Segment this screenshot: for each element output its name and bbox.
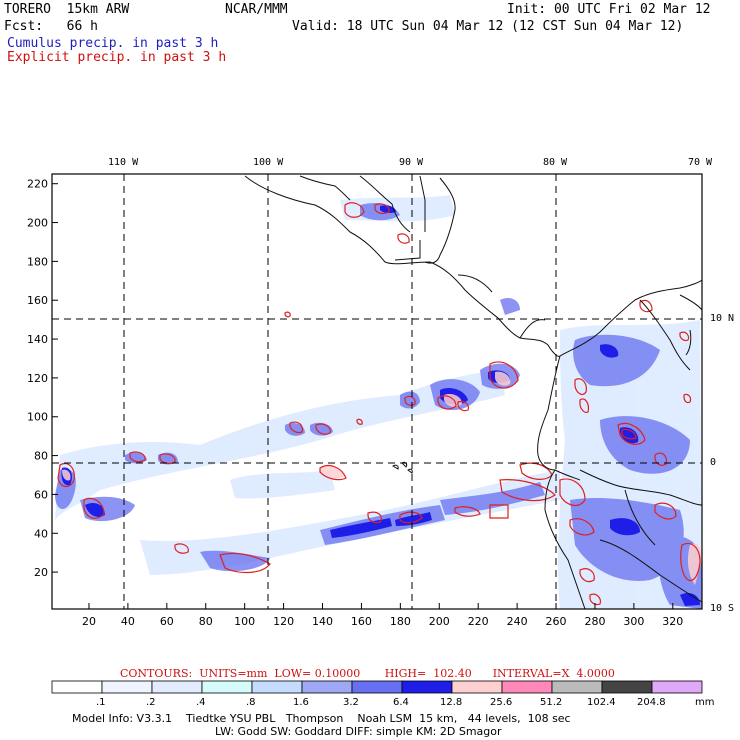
colorbar-unit: mm [695,697,715,708]
lon-label-70w: 70 W [688,157,713,168]
x-tick-label: 220 [468,615,489,628]
colorbar-threshold-label: .8 [246,697,256,708]
model-info-line1: Model Info: V3.3.1 Tiedtke YSU PBL Thomp… [72,712,571,725]
init-time: Init: 00 UTC Fri 02 Mar 12 [507,2,711,17]
lat-label-10n: 10 N [710,313,735,324]
x-tick-label: 320 [662,615,683,628]
colorbar-threshold-label: 51.2 [540,697,563,708]
explicit-precip-contours [57,202,701,606]
contours-info: CONTOURS: UNITS=mm LOW= 0.10000 HIGH= 10… [120,667,615,680]
colorbar-threshold-label: 25.6 [490,697,513,708]
x-tick-label: 160 [351,615,372,628]
colorbar-swatch [601,680,653,694]
y-tick-label: 120 [27,372,48,385]
colorbar-swatch [101,680,153,694]
colorbar-swatch [151,680,203,694]
coastlines [244,175,702,609]
map-field [55,175,702,609]
colorbar-swatch [301,680,353,694]
colorbar-threshold-label: .2 [146,697,156,708]
lat-lon-grid [52,174,702,609]
x-tick-label: 60 [160,615,174,628]
axis-ticks [52,183,674,609]
colorbar-swatch [451,680,503,694]
x-tick-label: 80 [199,615,213,628]
x-tick-label: 200 [429,615,450,628]
colorbar-swatch [401,680,453,694]
colorbar-threshold-label: .1 [96,697,106,708]
y-tick-label: 20 [34,566,48,579]
y-tick-label: 200 [27,217,48,230]
x-tick-label: 300 [623,615,644,628]
x-tick-label: 240 [507,615,528,628]
y-tick-label: 140 [27,333,48,346]
colorbar-threshold-label: 1.6 [293,697,309,708]
y-tick-label: 100 [27,411,48,424]
model-name: TORERO 15km ARW [4,2,130,17]
axis-tick-labels: 220 200 180 160 140 120 100 80 60 40 20 20 40 60 80 100… [27,178,683,628]
y-tick-label: 60 [34,488,48,501]
lat-label-0: 0 [710,457,717,468]
map-frame [51,173,703,610]
lon-label-110w: 110 W [108,157,139,168]
colorbar-threshold-label: .4 [196,697,206,708]
colorbar-swatch [551,680,603,694]
x-tick-label: 40 [121,615,135,628]
colorbar-swatch [251,680,303,694]
colorbar-swatch [51,680,103,694]
y-tick-label: 160 [27,294,48,307]
lon-label-90w: 90 W [399,157,424,168]
x-tick-label: 100 [234,615,255,628]
colorbar-swatch [501,680,553,694]
colorbar-threshold-label: 3.2 [343,697,359,708]
organization: NCAR/MMM [225,2,288,17]
colorbar-threshold-label: 6.4 [393,697,409,708]
lon-label-100w: 100 W [253,157,284,168]
legend-explicit: Explicit precip. in past 3 h [7,50,227,65]
model-info-line2: LW: Godd SW: Goddard DIFF: simple KM: 2D… [215,725,502,738]
colorbar-swatch [651,680,703,694]
colorbar-swatch [201,680,253,694]
colorbar-swatch [351,680,403,694]
x-tick-label: 180 [390,615,411,628]
y-tick-label: 220 [27,178,48,191]
x-tick-label: 260 [546,615,567,628]
y-tick-label: 80 [34,450,48,463]
y-tick-label: 180 [27,255,48,268]
legend-cumulus: Cumulus precip. in past 3 h [7,36,219,51]
valid-time: Valid: 18 UTC Sun 04 Mar 12 (12 CST Sun … [292,19,684,34]
colorbar-threshold-label: 204.8 [637,697,666,708]
forecast-hour: Fcst: 66 h [4,19,98,34]
lon-label-80w: 80 W [543,157,568,168]
x-tick-label: 120 [273,615,294,628]
x-tick-label: 20 [82,615,96,628]
x-tick-label: 140 [312,615,333,628]
y-tick-label: 40 [34,527,48,540]
x-tick-label: 280 [584,615,605,628]
colorbar-threshold-label: 12.8 [440,697,463,708]
lat-label-10s: 10 S [710,603,735,614]
colorbar-threshold-label: 102.4 [587,697,616,708]
